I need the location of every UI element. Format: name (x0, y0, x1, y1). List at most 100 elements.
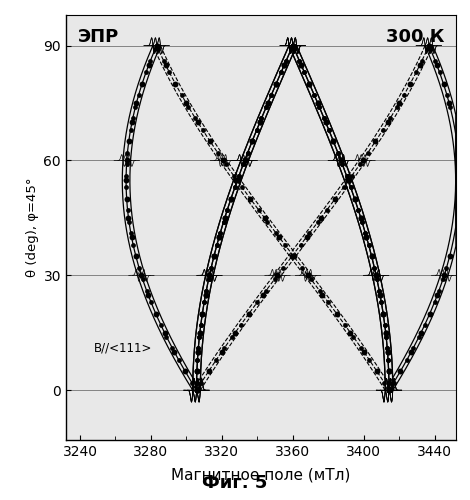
Point (125, 138, 133, 145)
Point (216, 229, 224, 237)
Point (188, 378, 196, 386)
Point (379, 310, 387, 318)
Point (393, 103, 401, 111)
Point (357, 214, 365, 222)
Point (254, 298, 261, 306)
Point (412, 68, 420, 76)
Point (407, 80, 414, 88)
Point (314, 99, 321, 107)
Point (334, 149, 342, 157)
Point (182, 99, 190, 107)
Point (390, 378, 398, 386)
Point (298, 61, 305, 69)
Point (329, 138, 337, 145)
Point (355, 206, 362, 214)
Point (195, 344, 202, 352)
Point (272, 80, 280, 88)
Point (133, 99, 140, 107)
Point (397, 367, 404, 375)
Point (373, 367, 381, 375)
Point (245, 310, 253, 318)
Point (197, 378, 205, 386)
Point (385, 386, 393, 394)
Point (425, 42, 432, 50)
Point (306, 80, 313, 88)
Point (376, 286, 383, 294)
Point (371, 264, 378, 272)
Point (175, 356, 182, 364)
Point (274, 272, 281, 280)
Point (440, 80, 447, 88)
Point (135, 264, 143, 272)
Point (247, 195, 254, 203)
Point (193, 367, 201, 375)
Point (345, 176, 353, 184)
Point (347, 184, 354, 192)
Point (144, 290, 152, 298)
Point (397, 367, 404, 375)
Point (416, 61, 424, 69)
Point (210, 252, 218, 260)
Point (262, 286, 270, 294)
Point (272, 80, 280, 88)
Point (290, 46, 298, 54)
Point (435, 286, 443, 294)
Point (306, 229, 313, 237)
Point (321, 114, 328, 122)
Point (344, 176, 352, 184)
Point (325, 126, 333, 134)
Point (322, 118, 329, 126)
Point (214, 149, 221, 157)
Point (230, 172, 237, 180)
Point (145, 61, 153, 69)
Point (396, 99, 403, 107)
Point (418, 57, 425, 65)
Point (290, 252, 298, 260)
Point (202, 290, 209, 298)
Point (372, 138, 379, 145)
Point (329, 138, 337, 145)
Point (210, 252, 218, 260)
Point (223, 206, 231, 214)
Point (298, 264, 306, 272)
Point (143, 286, 150, 294)
Point (210, 252, 218, 260)
Point (123, 195, 130, 203)
Point (262, 103, 270, 111)
Point (301, 68, 308, 76)
Point (311, 92, 318, 100)
Point (324, 298, 332, 306)
Point (384, 348, 392, 356)
Point (379, 310, 387, 318)
Point (132, 252, 140, 260)
Point (210, 252, 218, 260)
Point (227, 195, 235, 203)
Point (357, 214, 365, 222)
Point (348, 172, 355, 180)
Point (138, 80, 146, 88)
Point (267, 92, 275, 100)
Point (331, 195, 339, 203)
Point (207, 264, 215, 272)
Point (434, 290, 441, 298)
Point (222, 160, 229, 168)
Point (383, 332, 390, 340)
Text: Фиг. 5: Фиг. 5 (202, 474, 268, 492)
Point (213, 240, 221, 248)
Point (253, 126, 260, 134)
Point (421, 321, 428, 329)
Point (162, 61, 169, 69)
Point (288, 252, 296, 260)
Point (267, 92, 275, 100)
X-axis label: Магнитное поле (мТл): Магнитное поле (мТл) (171, 467, 351, 482)
Point (440, 272, 448, 280)
Point (417, 329, 425, 337)
Point (351, 195, 359, 203)
Point (423, 46, 431, 54)
Point (231, 329, 239, 337)
Point (290, 252, 298, 260)
Point (377, 298, 385, 306)
Point (256, 118, 264, 126)
Point (384, 118, 392, 126)
Point (235, 172, 243, 180)
